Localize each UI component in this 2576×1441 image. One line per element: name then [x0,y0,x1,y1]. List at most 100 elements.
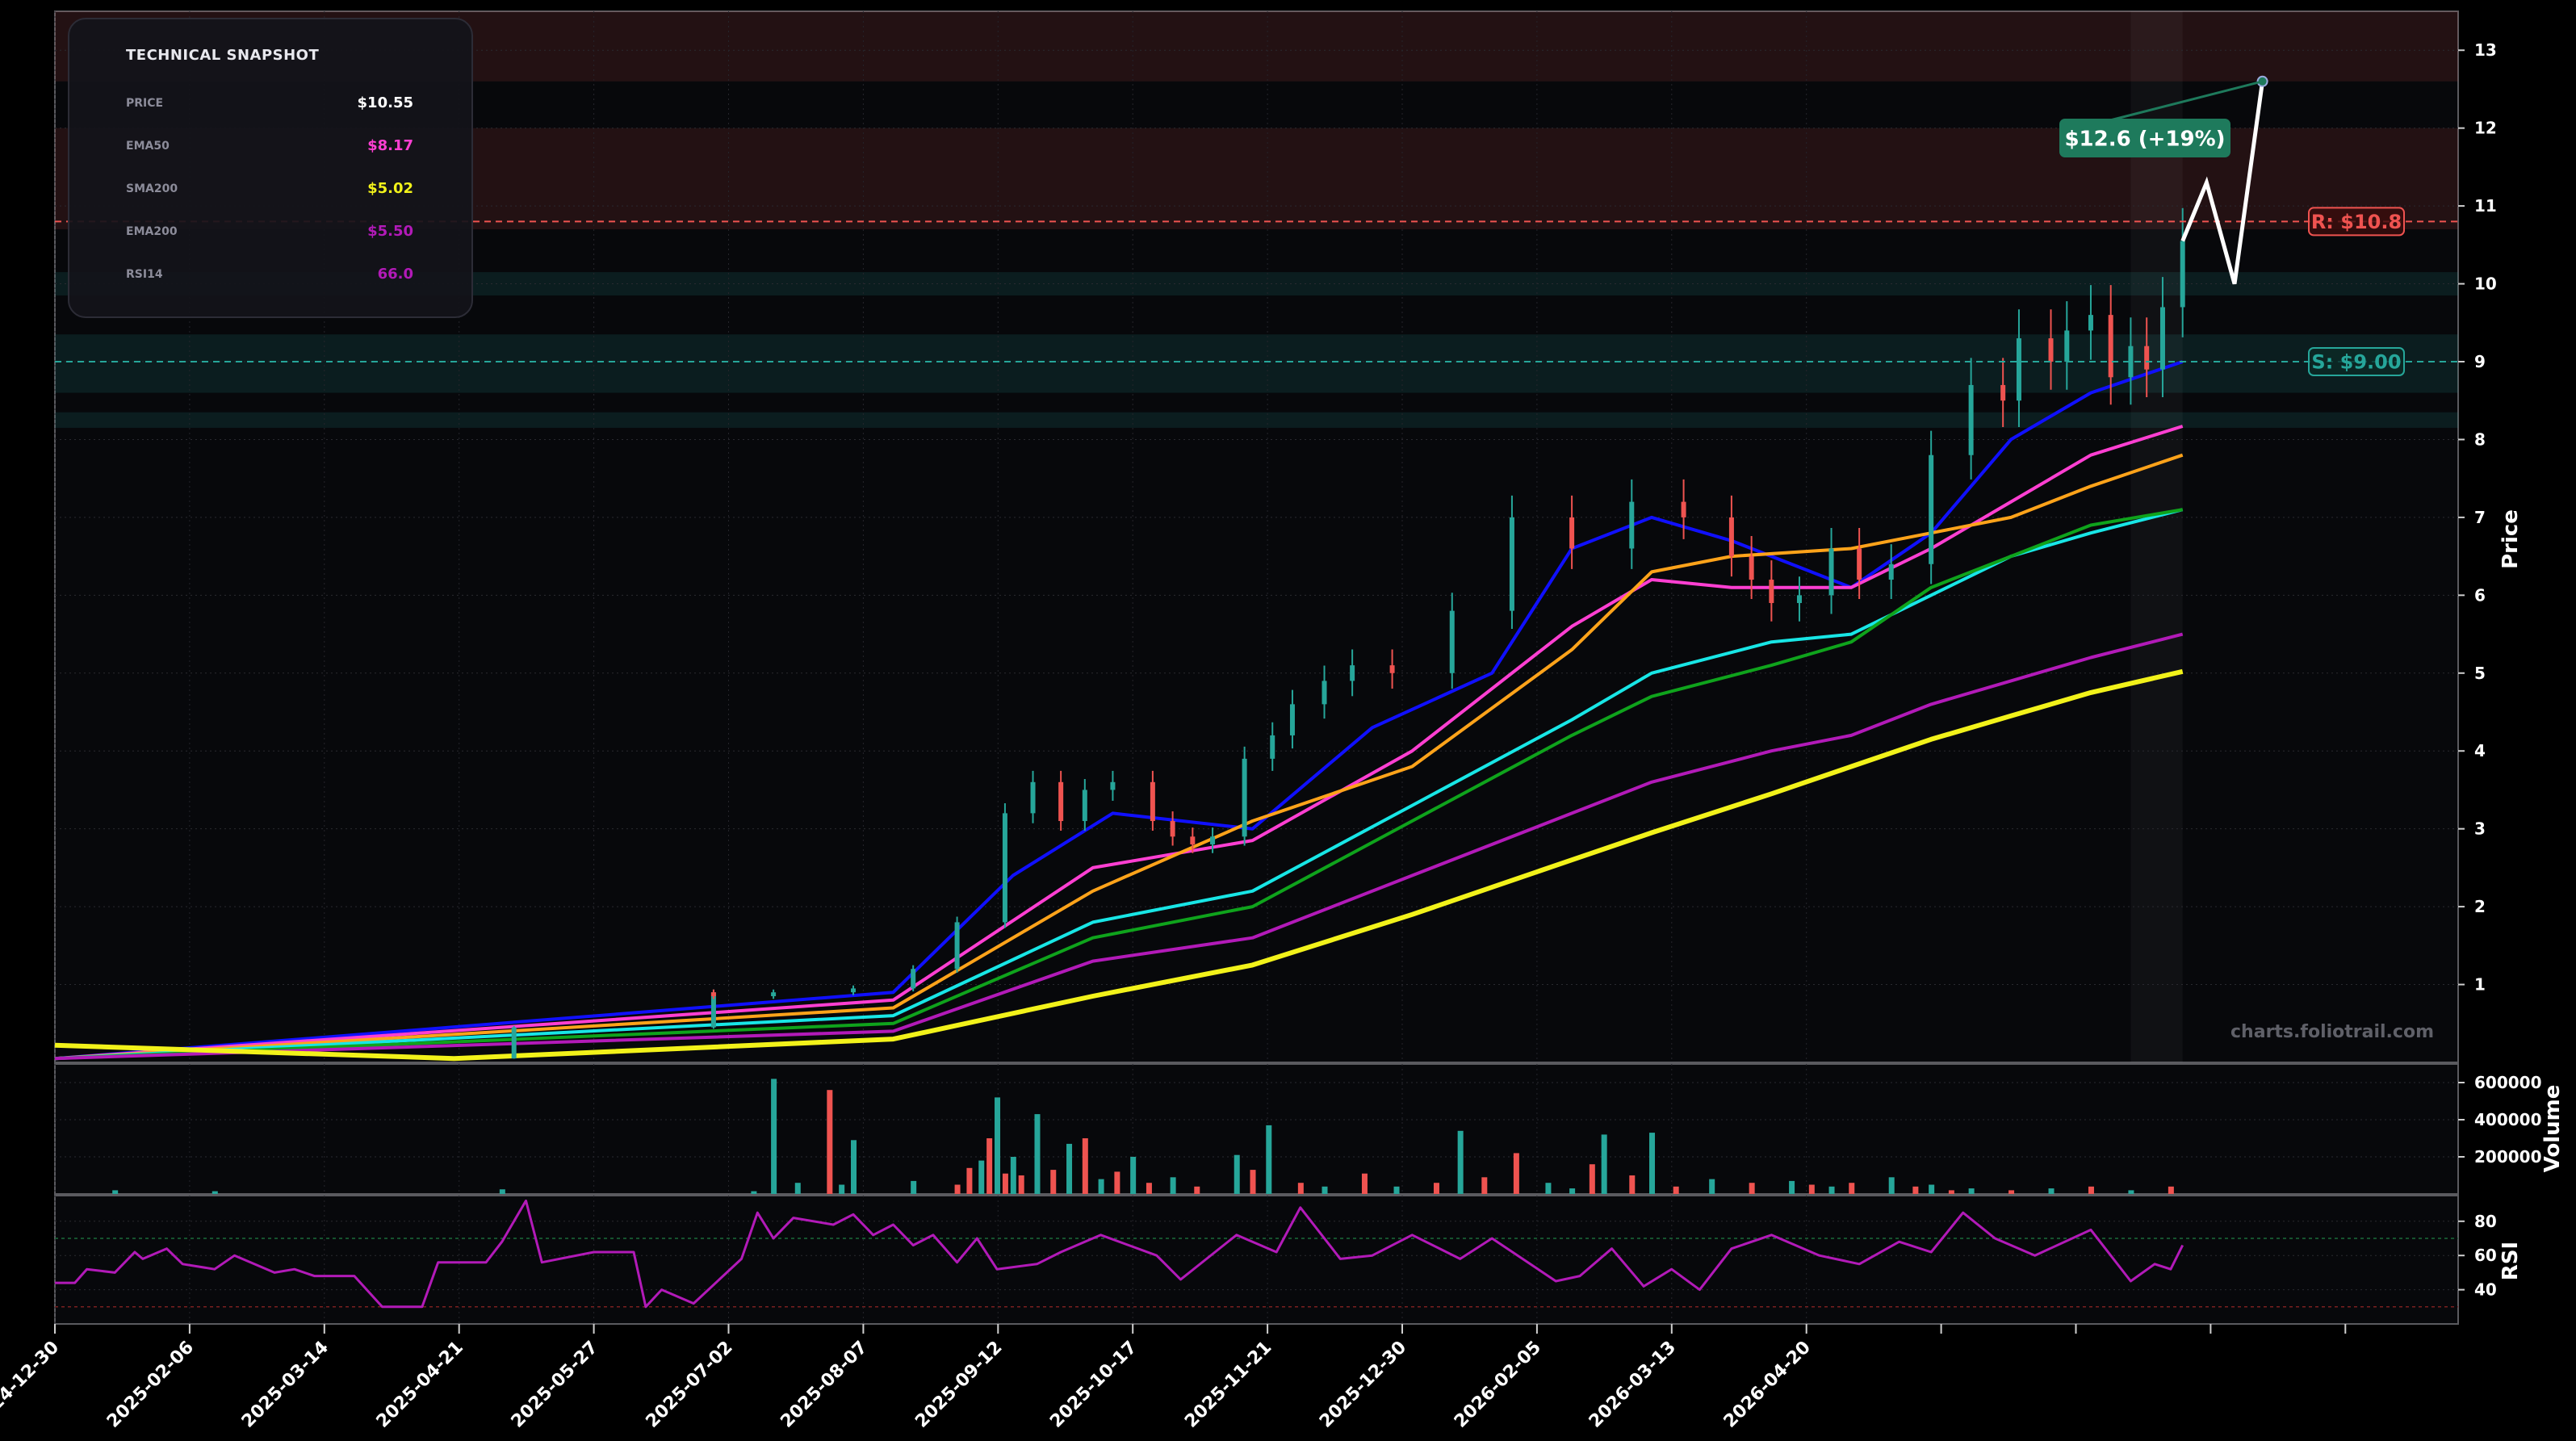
volume-bar [1601,1134,1607,1194]
volume-bar [1066,1143,1073,1194]
snapshot-row-ema200: EMA200 $5.50 [126,210,413,253]
highlight-band [2130,11,2183,1062]
candle-body [1350,665,1355,681]
candle-body [1289,704,1295,735]
volume-bar [1234,1154,1240,1194]
candle-body [1749,556,1754,580]
volume-bar [1481,1177,1488,1194]
candle-body [2064,330,2070,362]
target-connector [2106,80,2263,123]
candle-body [1449,610,1455,673]
candle-body [1629,501,1635,549]
candle-body [2016,338,2021,401]
volume-bar [771,1079,777,1194]
candle-body [911,969,916,989]
candle-body [1796,595,1802,603]
watermark: charts.foliotrail.com [2230,1022,2434,1042]
volume-bar [1589,1164,1595,1194]
candle-body [1058,781,1064,822]
moving-average-line [54,453,2184,1061]
candle-body [1968,384,1974,455]
moving-average-line [54,632,2184,1061]
candle-body [954,922,960,970]
moving-average-line [54,668,2184,1062]
volume-bar [1968,1188,1975,1194]
volume-axis-label: Volume [2540,1085,2565,1173]
support-label: S: $9.00 [2311,351,2401,374]
candle-body [2144,346,2150,370]
volume-bar [1322,1186,1328,1194]
volume-bar [2048,1188,2055,1194]
volume-bar [1569,1188,1576,1194]
volume-bar [1361,1173,1368,1194]
candle-body [1170,821,1175,837]
volume-bar [851,1140,857,1194]
volume-bar [1513,1153,1519,1194]
snapshot-value: $8.17 [367,137,413,154]
volume-bar [1948,1190,1954,1194]
candle-body [1190,836,1196,844]
candle-body [1082,790,1087,822]
volume-bar [1828,1186,1835,1194]
candle-body [1110,781,1116,790]
volume-bar [839,1184,845,1194]
candle-body [2108,315,2113,378]
rsi-axis-label: RSI [2499,1242,2523,1280]
volume-bar [1929,1184,1935,1194]
candle-body [1270,735,1275,759]
volume-bar [1170,1177,1176,1194]
candle-body [851,988,857,993]
snapshot-row-rsi14: RSI14 66.0 [126,253,413,295]
snapshot-label: PRICE [126,96,164,110]
snapshot-label: RSI14 [126,267,163,281]
projection-path [2180,81,2265,285]
volume-bar [1888,1177,1895,1194]
volume-bar [1098,1179,1104,1194]
support-label-box [2308,347,2405,376]
price-tick-label: 5 [2474,664,2486,683]
volume-tick-label: 200000 [2474,1147,2542,1167]
volume-panel [54,1063,2459,1195]
volume-bar [2128,1190,2134,1194]
candle-body [1728,517,1734,557]
volume-bar [1010,1157,1016,1194]
volume-bar [2088,1186,2094,1194]
candle-body [1828,548,1834,596]
rsi-tick-label: 60 [2474,1246,2497,1265]
volume-bar [986,1138,993,1194]
volume-bar [1649,1133,1656,1194]
volume-bar [1709,1179,1715,1194]
volume-bar [1457,1130,1464,1194]
moving-average-line [54,508,2184,1061]
snapshot-label: SMA200 [126,182,178,195]
candle-body [1888,563,1894,580]
target-label-box [2059,119,2230,157]
resistance-label: R: $10.8 [2311,211,2402,233]
volume-bar [112,1190,119,1194]
price-tick-label: 6 [2474,585,2486,605]
price-tick-label: 8 [2474,429,2486,449]
candle-body [1210,836,1216,844]
price-tick-label: 4 [2474,741,2486,760]
moving-average-line [54,425,2184,1061]
volume-bar [751,1191,757,1194]
target-label: $12.6 (+19%) [2064,127,2225,151]
price-tick-label: 1 [2474,975,2486,995]
candle-body [1242,758,1247,837]
candle-body [1030,781,1036,814]
volume-bar [1629,1175,1636,1194]
volume-bar [1250,1170,1256,1194]
price-tick-label: 2 [2474,897,2486,916]
snapshot-value: $5.02 [367,180,413,197]
volume-bar [1082,1138,1088,1194]
price-tick-label: 12 [2474,119,2497,138]
volume-bar [1146,1183,1152,1194]
snapshot-row-ema50: EMA50 $8.17 [126,124,413,167]
candle-body [710,992,716,997]
snapshot-value: 66.0 [377,266,413,283]
volume-bar [1433,1183,1439,1194]
volume-bar [212,1191,218,1194]
volume-bar [1673,1186,1679,1194]
candle-body [1150,781,1155,822]
volume-bar [1749,1183,1755,1194]
